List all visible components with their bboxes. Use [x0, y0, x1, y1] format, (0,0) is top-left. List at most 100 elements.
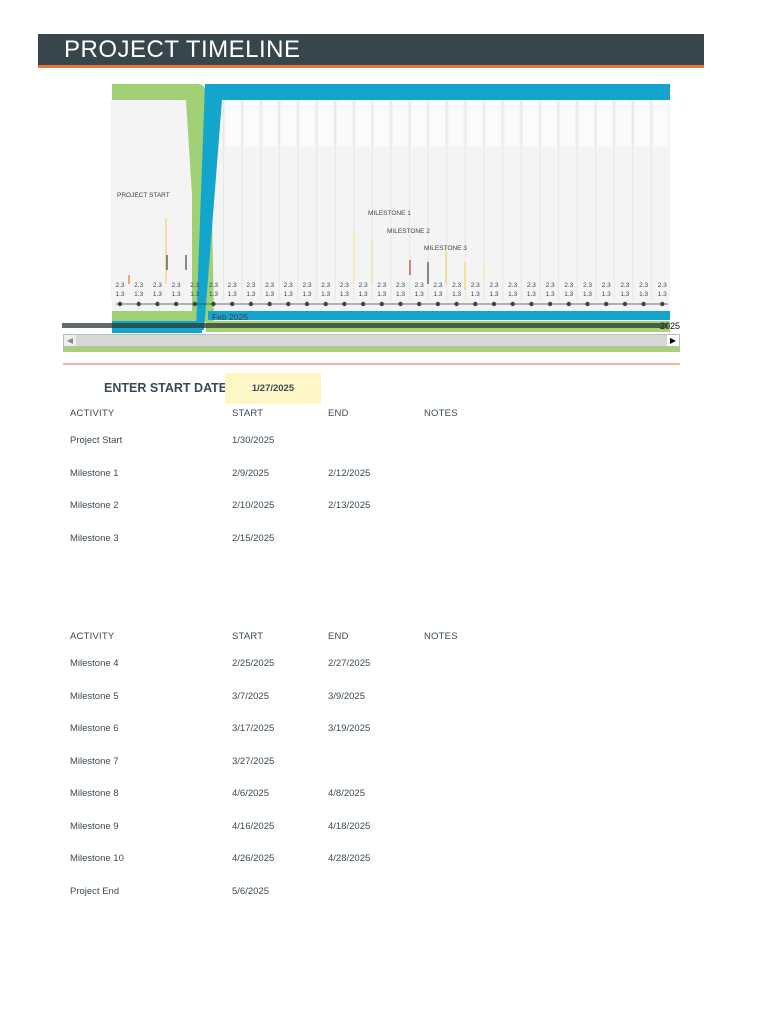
- day-tick-bottom: 1.3: [471, 291, 480, 298]
- grid-column-top: [281, 100, 296, 146]
- overlapped-axis-labels: [62, 323, 668, 328]
- grid-column-top: [486, 100, 501, 146]
- grid-column-top: [393, 100, 408, 146]
- day-tick-top: 2.3: [415, 282, 424, 289]
- day-tick-bottom: 1.3: [396, 291, 405, 298]
- day-tick-bottom: 1.3: [527, 291, 536, 298]
- grid-column-top: [318, 100, 334, 146]
- day-tick-bottom: 1.3: [489, 291, 498, 298]
- day-tick-top: 2.3: [246, 282, 255, 289]
- day-tick-top: 2.3: [321, 282, 330, 289]
- day-tick-bottom: 1.3: [564, 291, 573, 298]
- scroll-right-icon[interactable]: ▶: [667, 335, 679, 346]
- day-tick-top: 2.3: [433, 282, 442, 289]
- green-underline: [63, 347, 680, 352]
- day-tick-bottom: 1.3: [340, 291, 349, 298]
- grid-column-top: [616, 100, 631, 146]
- table1-row-activity: Project Start: [70, 435, 123, 446]
- table2-row-start: 3/27/2025: [232, 755, 275, 767]
- start-date-input[interactable]: 1/27/2025: [225, 373, 321, 404]
- day-tick-top: 2.3: [153, 282, 162, 289]
- table2-row-start: 4/26/2025: [232, 853, 275, 864]
- day-tick-top: 2.3: [602, 282, 611, 289]
- table2-row-end: 3/9/2025: [328, 690, 365, 702]
- table2-row-start: 4/16/2025: [232, 820, 275, 832]
- marker-label: MILESTONE 3: [424, 245, 467, 252]
- day-tick-top: 2.3: [527, 282, 536, 289]
- bottom-blue-bar: [208, 311, 670, 320]
- marker-label: MILESTONE 1: [368, 210, 411, 217]
- day-tick-bottom: 1.3: [508, 291, 517, 298]
- page-title: PROJECT TIMELINE: [64, 36, 301, 63]
- day-tick-top: 2.3: [508, 282, 517, 289]
- timeline-chart: 2.3 1.3 2.3 1.3 2.3 1.3 2.3 1.3 2.3 1.3 2.3 1.3 2.3 1…: [62, 84, 680, 333]
- table2-row-end: 4/18/2025: [328, 820, 371, 832]
- table2-row-start: 4/6/2025: [232, 788, 269, 799]
- day-tick-top: 2.3: [340, 282, 349, 289]
- table1-row-start: 2/9/2025: [232, 467, 269, 479]
- grid-column-top: [225, 100, 241, 146]
- day-tick-top: 2.3: [172, 282, 181, 289]
- grid-column-top: [541, 100, 557, 146]
- day-tick-top: 2.3: [620, 282, 629, 289]
- grid-column-top: [430, 100, 445, 146]
- day-tick-top: 2.3: [377, 282, 386, 289]
- day-tick-bottom: 1.3: [246, 291, 255, 298]
- day-tick-top: 2.3: [658, 282, 667, 289]
- table2-row-start: 5/6/2025: [232, 885, 269, 897]
- band-inner: [112, 100, 192, 322]
- day-tick-bottom: 1.3: [134, 291, 143, 298]
- table1-row-start: 2/10/2025: [232, 500, 275, 511]
- table2-row-start: 3/17/2025: [232, 723, 275, 734]
- day-tick-top: 2.3: [396, 282, 405, 289]
- grid-column-top: [300, 100, 315, 146]
- grid-column-top: [579, 100, 594, 146]
- day-tick-bottom: 1.3: [433, 291, 442, 298]
- scroll-left-icon[interactable]: ◀: [64, 335, 76, 346]
- start-date-label: ENTER START DATE:: [104, 381, 232, 395]
- day-tick-bottom: 1.3: [228, 291, 237, 298]
- horizontal-scrollbar[interactable]: ◀ ▶: [63, 334, 680, 347]
- table1-header-activity: ACTIVITY: [70, 408, 115, 419]
- day-tick-bottom: 1.3: [452, 291, 461, 298]
- table2-row-end: 4/28/2025: [328, 853, 371, 864]
- table2-header-activity: ACTIVITY: [70, 631, 115, 642]
- end-year-label: 2025: [660, 321, 680, 331]
- day-tick-bottom: 1.3: [602, 291, 611, 298]
- day-tick-top: 2.3: [546, 282, 555, 289]
- grid-column-top: [355, 100, 371, 146]
- day-tick-bottom: 1.3: [415, 291, 424, 298]
- table1-row-end: 2/13/2025: [328, 500, 371, 511]
- day-tick-bottom: 1.3: [658, 291, 667, 298]
- section-divider: [63, 363, 680, 365]
- day-tick-top: 2.3: [489, 282, 498, 289]
- table2-row-start: 2/25/2025: [232, 658, 275, 669]
- day-tick-bottom: 1.3: [583, 291, 592, 298]
- marker-label: MILESTONE 2: [387, 228, 430, 235]
- day-tick-top: 2.3: [452, 282, 461, 289]
- table1-row-activity: Milestone 3: [70, 532, 119, 544]
- grid-column-top: [504, 100, 520, 146]
- grid-column-top: [653, 100, 668, 146]
- grid-column-top: [597, 100, 613, 146]
- day-tick-bottom: 1.3: [377, 291, 386, 298]
- table2-row-activity: Milestone 4: [70, 658, 119, 669]
- table2-row-start: 3/7/2025: [232, 690, 269, 702]
- grid-column-top: [560, 100, 575, 146]
- table1-header-start: START: [232, 408, 264, 419]
- day-tick-top: 2.3: [190, 282, 199, 289]
- title-bar: PROJECT TIMELINE: [38, 34, 704, 68]
- day-tick-bottom: 1.3: [284, 291, 293, 298]
- grid-column-top: [448, 100, 464, 146]
- table2-row-end: 2/27/2025: [328, 658, 371, 669]
- day-tick-bottom: 1.3: [190, 291, 199, 298]
- day-tick-top: 2.3: [115, 282, 124, 289]
- day-tick-bottom: 1.3: [115, 291, 124, 298]
- grid-column-top: [634, 100, 650, 146]
- day-tick-bottom: 1.3: [359, 291, 368, 298]
- table2-header-end: END: [328, 631, 349, 642]
- table2-row-activity: Milestone 10: [70, 853, 124, 864]
- day-tick-top: 2.3: [302, 282, 311, 289]
- table1-row-activity: Milestone 1: [70, 467, 119, 479]
- day-tick-top: 2.3: [134, 282, 143, 289]
